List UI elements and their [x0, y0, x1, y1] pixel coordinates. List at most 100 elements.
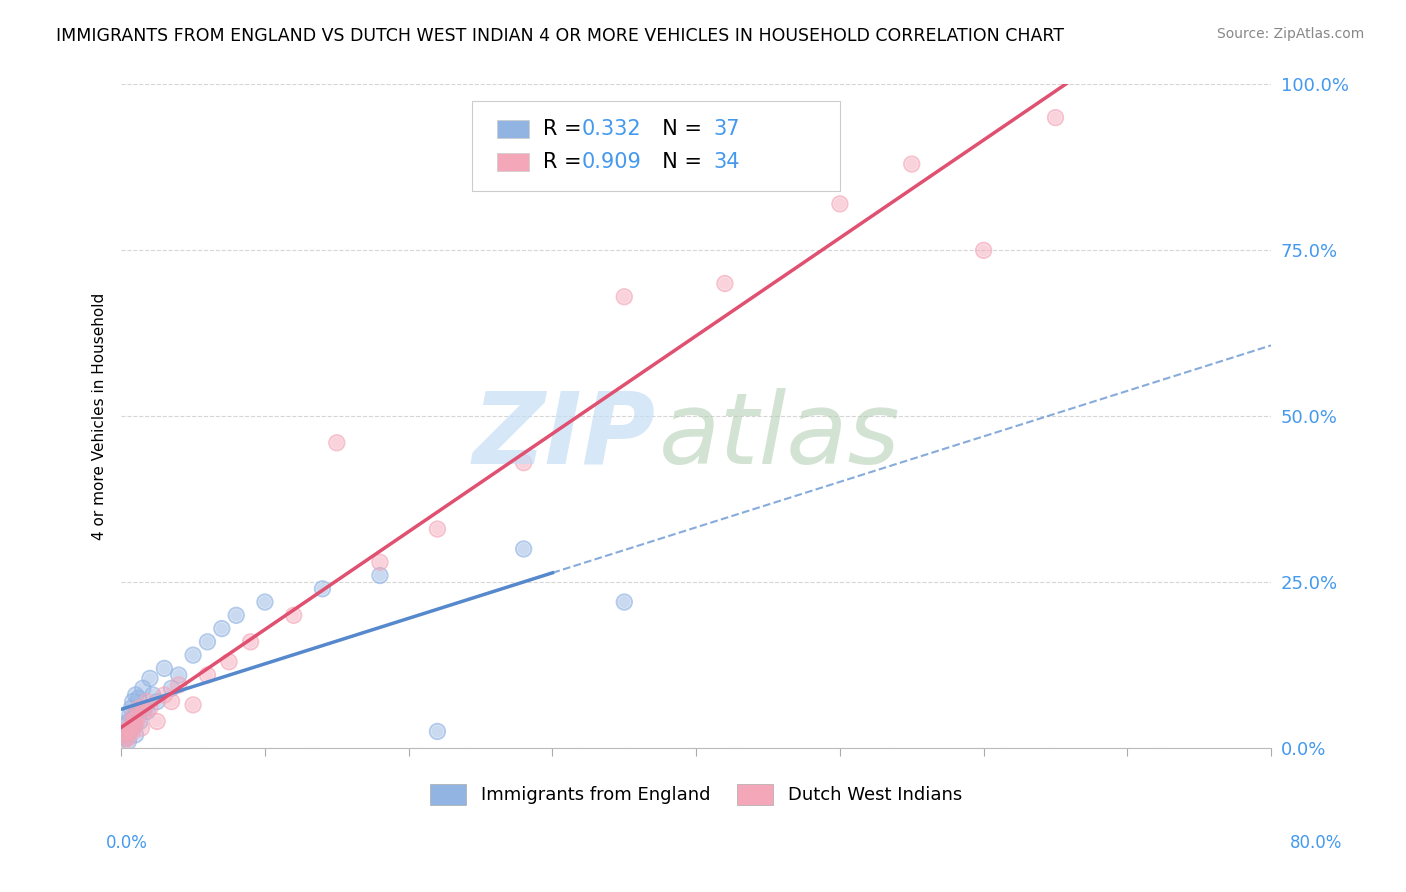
Point [117, 734, 139, 748]
Point [132, 681, 155, 696]
Point [613, 290, 636, 304]
Point [146, 714, 169, 729]
Point [127, 701, 149, 715]
Text: 80.0%: 80.0% [1291, 834, 1343, 852]
Text: R =: R = [543, 152, 589, 172]
Point [512, 456, 534, 470]
Text: Source: ZipAtlas.com: Source: ZipAtlas.com [1216, 27, 1364, 41]
Point [146, 714, 169, 729]
Point [311, 582, 333, 596]
Point [125, 705, 148, 719]
Point [112, 734, 135, 748]
Point [900, 157, 922, 171]
Point [253, 595, 276, 609]
Point [613, 290, 636, 304]
Point [142, 688, 165, 702]
Point [973, 244, 995, 258]
Point [136, 695, 159, 709]
Point [121, 695, 143, 709]
Point [121, 724, 143, 739]
Text: 0.332: 0.332 [581, 119, 641, 139]
Text: 34: 34 [713, 152, 740, 172]
Point [121, 711, 143, 725]
Point [426, 522, 449, 536]
Point [181, 648, 204, 662]
Point [134, 705, 156, 719]
Legend: Immigrants from England, Dutch West Indians: Immigrants from England, Dutch West Indi… [423, 777, 969, 812]
Point [122, 718, 145, 732]
Point [118, 721, 141, 735]
Point [153, 688, 176, 702]
Point [118, 707, 141, 722]
Point [326, 435, 349, 450]
Point [326, 435, 349, 450]
Text: 0.0%: 0.0% [105, 834, 148, 852]
Point [117, 731, 139, 745]
Point [114, 724, 136, 739]
FancyBboxPatch shape [472, 101, 839, 191]
Point [714, 277, 737, 291]
Point [368, 555, 391, 569]
Point [121, 695, 143, 709]
Point [124, 718, 146, 732]
Point [132, 681, 155, 696]
Point [127, 691, 149, 706]
Point [124, 718, 146, 732]
Point [117, 714, 139, 729]
Point [283, 608, 305, 623]
Point [512, 541, 534, 556]
Point [121, 711, 143, 725]
Point [160, 681, 183, 696]
Point [613, 595, 636, 609]
Point [115, 728, 138, 742]
Y-axis label: 4 or more Vehicles in Household: 4 or more Vehicles in Household [93, 293, 107, 540]
Point [146, 695, 169, 709]
Point [122, 707, 145, 722]
Point [973, 244, 995, 258]
Point [125, 705, 148, 719]
Point [117, 734, 139, 748]
Point [124, 688, 146, 702]
Point [153, 688, 176, 702]
Point [167, 668, 190, 682]
Point [117, 714, 139, 729]
Point [118, 724, 141, 739]
Point [714, 277, 737, 291]
Point [127, 691, 149, 706]
Point [368, 568, 391, 582]
Point [225, 608, 247, 623]
Point [218, 655, 240, 669]
Point [118, 707, 141, 722]
Point [211, 622, 233, 636]
Point [115, 718, 138, 732]
Point [139, 671, 162, 685]
Point [828, 197, 851, 211]
Text: R =: R = [543, 119, 589, 139]
Point [139, 701, 162, 715]
Point [900, 157, 922, 171]
Point [426, 522, 449, 536]
Point [181, 698, 204, 712]
Point [197, 668, 219, 682]
Point [114, 731, 136, 745]
Text: 37: 37 [713, 119, 740, 139]
Point [134, 705, 156, 719]
Point [613, 595, 636, 609]
Point [115, 728, 138, 742]
Point [127, 701, 149, 715]
Point [121, 724, 143, 739]
Point [142, 688, 165, 702]
Point [131, 721, 153, 735]
Point [160, 695, 183, 709]
Point [181, 648, 204, 662]
FancyBboxPatch shape [498, 153, 530, 171]
Point [120, 721, 142, 735]
Point [112, 728, 135, 742]
Point [512, 541, 534, 556]
Point [828, 197, 851, 211]
Point [117, 731, 139, 745]
Point [131, 721, 153, 735]
Text: N =: N = [650, 119, 709, 139]
Point [120, 714, 142, 729]
Point [181, 698, 204, 712]
